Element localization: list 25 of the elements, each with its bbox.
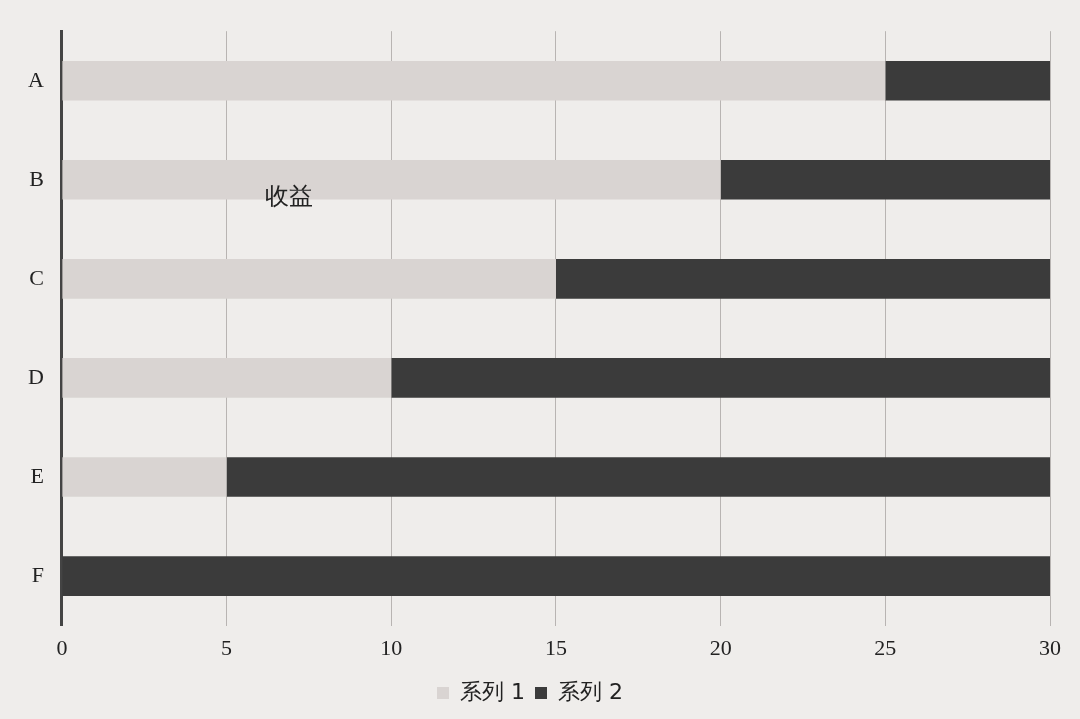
y-tick-label: E xyxy=(30,462,44,488)
bar xyxy=(885,60,1050,101)
legend-label: 系列 1 xyxy=(460,678,526,704)
y-tick-label: B xyxy=(29,165,44,191)
bar xyxy=(555,259,1050,299)
y-tick-label: D xyxy=(28,363,44,389)
legend-label: 系列 2 xyxy=(558,678,623,704)
bar xyxy=(720,159,1050,200)
x-tick-label: 0 xyxy=(56,634,68,660)
x-tick-label: 30 xyxy=(1039,634,1061,660)
bar xyxy=(62,457,227,497)
bar xyxy=(391,358,1050,398)
x-tick-label: 15 xyxy=(544,634,567,660)
y-tick-label: F xyxy=(31,561,44,587)
y-tick-label: A xyxy=(28,66,44,92)
x-tick-label: 5 xyxy=(221,634,233,660)
x-tick-label: 10 xyxy=(380,634,403,660)
y-tick-label: C xyxy=(29,264,44,290)
bar xyxy=(226,457,1050,497)
x-tick-label: 20 xyxy=(709,634,732,660)
annotation: 收益 xyxy=(265,181,314,210)
bar xyxy=(62,259,556,299)
bar xyxy=(62,60,886,101)
x-tick-label: 25 xyxy=(874,634,897,660)
bar xyxy=(62,358,392,398)
